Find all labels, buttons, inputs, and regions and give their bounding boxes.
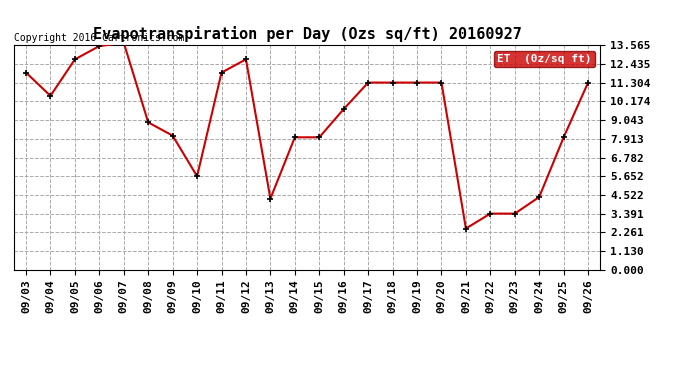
- Title: Evapotranspiration per Day (Ozs sq/ft) 20160927: Evapotranspiration per Day (Ozs sq/ft) 2…: [92, 27, 522, 42]
- Text: Copyright 2016 Cartronics.com: Copyright 2016 Cartronics.com: [14, 33, 184, 43]
- Legend: ET  (0z/sq ft): ET (0z/sq ft): [493, 51, 595, 67]
